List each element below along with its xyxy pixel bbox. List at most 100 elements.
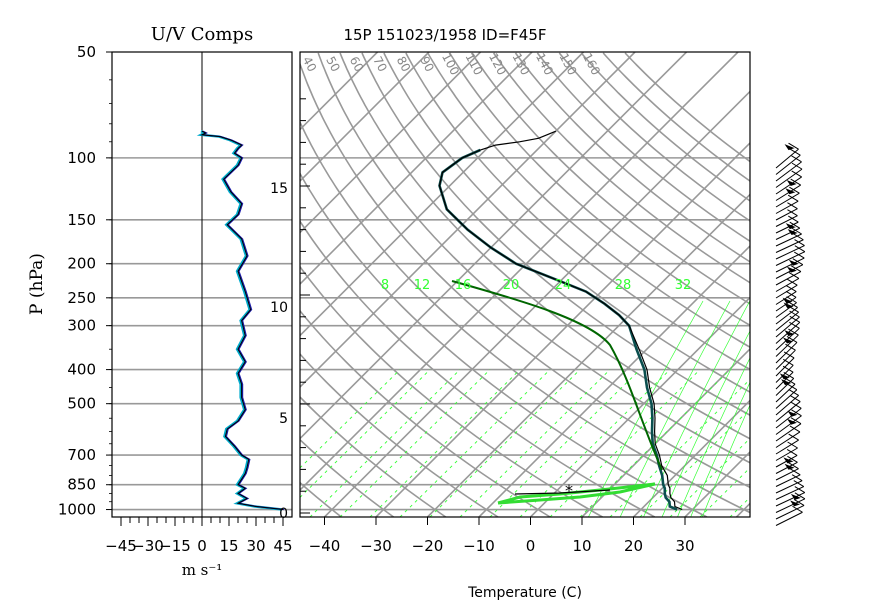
skewt-title: 15P 151023/1958 ID=F45F [343,26,546,44]
wind-barb-staff [775,176,802,195]
wind-barb-staff [775,415,802,435]
isotherm [300,52,688,440]
height-label: 10 [270,300,288,316]
mixing-ratio-label: 20 [503,278,520,293]
dry-adiabat [300,61,750,489]
uv-x-label: 45 [273,537,292,555]
temperature-profile [438,130,683,511]
dry-adiabat [339,52,750,440]
dry-adiabat [624,52,750,163]
mixing-ratio-line [677,357,750,517]
wind-barbs [775,142,806,526]
wind-barb-flag [788,215,799,223]
wind-barb-pennant [788,259,799,266]
uv-panel-frame [111,51,293,518]
pressure-label: 50 [77,43,96,61]
isotherm [300,52,430,183]
wind-barb-flag [792,505,803,513]
wind-barb-pennant [781,379,792,386]
wind-speed-line [200,130,284,510]
pressure-label: 850 [67,476,96,494]
mixing-ratio-line [661,330,750,517]
wind-barb-pennant [790,500,801,507]
wind-barb-flag [788,305,799,313]
dry-adiabat [300,438,395,517]
wind-barb-flag [793,498,805,506]
wind-barb-staff [775,349,796,370]
moist-adiabat-line [459,369,611,517]
wind-barb-flag [784,377,796,385]
skewt-profiles: * [438,130,683,511]
wind-barb-pennant [790,493,801,500]
wind-barb-flag [789,468,801,476]
uv-x-label: −15 [159,537,191,555]
mixing-ratio-label: 16 [455,278,472,293]
isotherm [300,52,482,234]
wind-barb-pennant [782,337,793,344]
wind-barb-pennant [784,330,795,337]
moist-adiabat-line [609,378,750,517]
uv-panel-profile [196,130,285,511]
wind-barb-staff [775,239,804,253]
isotherm [529,296,750,517]
theta-label: 110 [462,51,485,78]
wind-barb-flag [782,358,794,366]
wind-barb-flag [788,462,799,470]
wind-barb-pennant [779,373,790,380]
mixing-ratio-line [701,404,750,517]
temperature-label: −20 [412,537,444,555]
wind-barb-staff [775,227,801,240]
moist-adiabat-line [300,369,431,498]
wind-barb-pennant [787,229,798,236]
dry-adiabat [580,52,750,202]
moist-adiabat-line [339,369,491,517]
wind-barb-staff [775,407,802,429]
dry-adiabat [300,171,708,517]
wind-barb-pennant [783,302,794,309]
wind-barb-flag [788,389,799,396]
wind-barb-staff [775,264,804,279]
height-label: 0 [279,506,288,522]
wind-barb-flag [787,301,798,308]
wind-barb-pennant [783,457,794,464]
wind-barb-flag [791,474,803,482]
near-surface-black [514,489,611,495]
u-component-line [196,130,283,511]
wind-barb-flag [785,290,797,298]
mixing-ratio-label: 32 [675,278,692,293]
wind-barb-staff [775,257,805,273]
dry-adiabat [514,52,750,263]
wind-barb-staff [775,221,799,234]
isotherm [300,52,739,492]
theta-label: 40 [300,54,320,74]
wind-barb-flag [789,310,800,318]
pressure-label: 700 [67,446,96,464]
wind-barb-flag [791,227,802,235]
wind-barb-flag [790,148,801,156]
wind-barb-staff [775,233,802,247]
wind-barb-flag [789,321,800,329]
wind-barb-pennant [786,180,797,187]
wind-barb-flag [791,155,802,163]
wind-barb-flag [785,285,797,292]
wind-barb-staff [775,307,798,325]
pressure-label: 200 [67,255,96,273]
wind-barb-flag [788,272,800,279]
wind-barb-staff [775,474,801,487]
isotherm [684,450,750,517]
wind-barb-staff [775,468,799,481]
mixing-ratio-line [619,300,731,517]
wind-barb-flag [786,296,797,304]
wind-barb-flag [788,433,799,441]
dry-adiabat [317,52,750,464]
wind-barb-staff [775,251,806,266]
mixing-ratio-label: 12 [414,278,431,293]
wind-barb-staff [775,161,802,182]
wind-barb-flag [787,209,798,217]
skewt-grid: 40 50 60 70 80 90 100 110 120 130 140 150 160 [300,51,750,517]
wind-barb-staff [775,208,798,221]
wind-barb-flag [789,186,800,194]
temperature-label: 0 [526,537,536,555]
mixing-ratio-line [690,381,750,517]
